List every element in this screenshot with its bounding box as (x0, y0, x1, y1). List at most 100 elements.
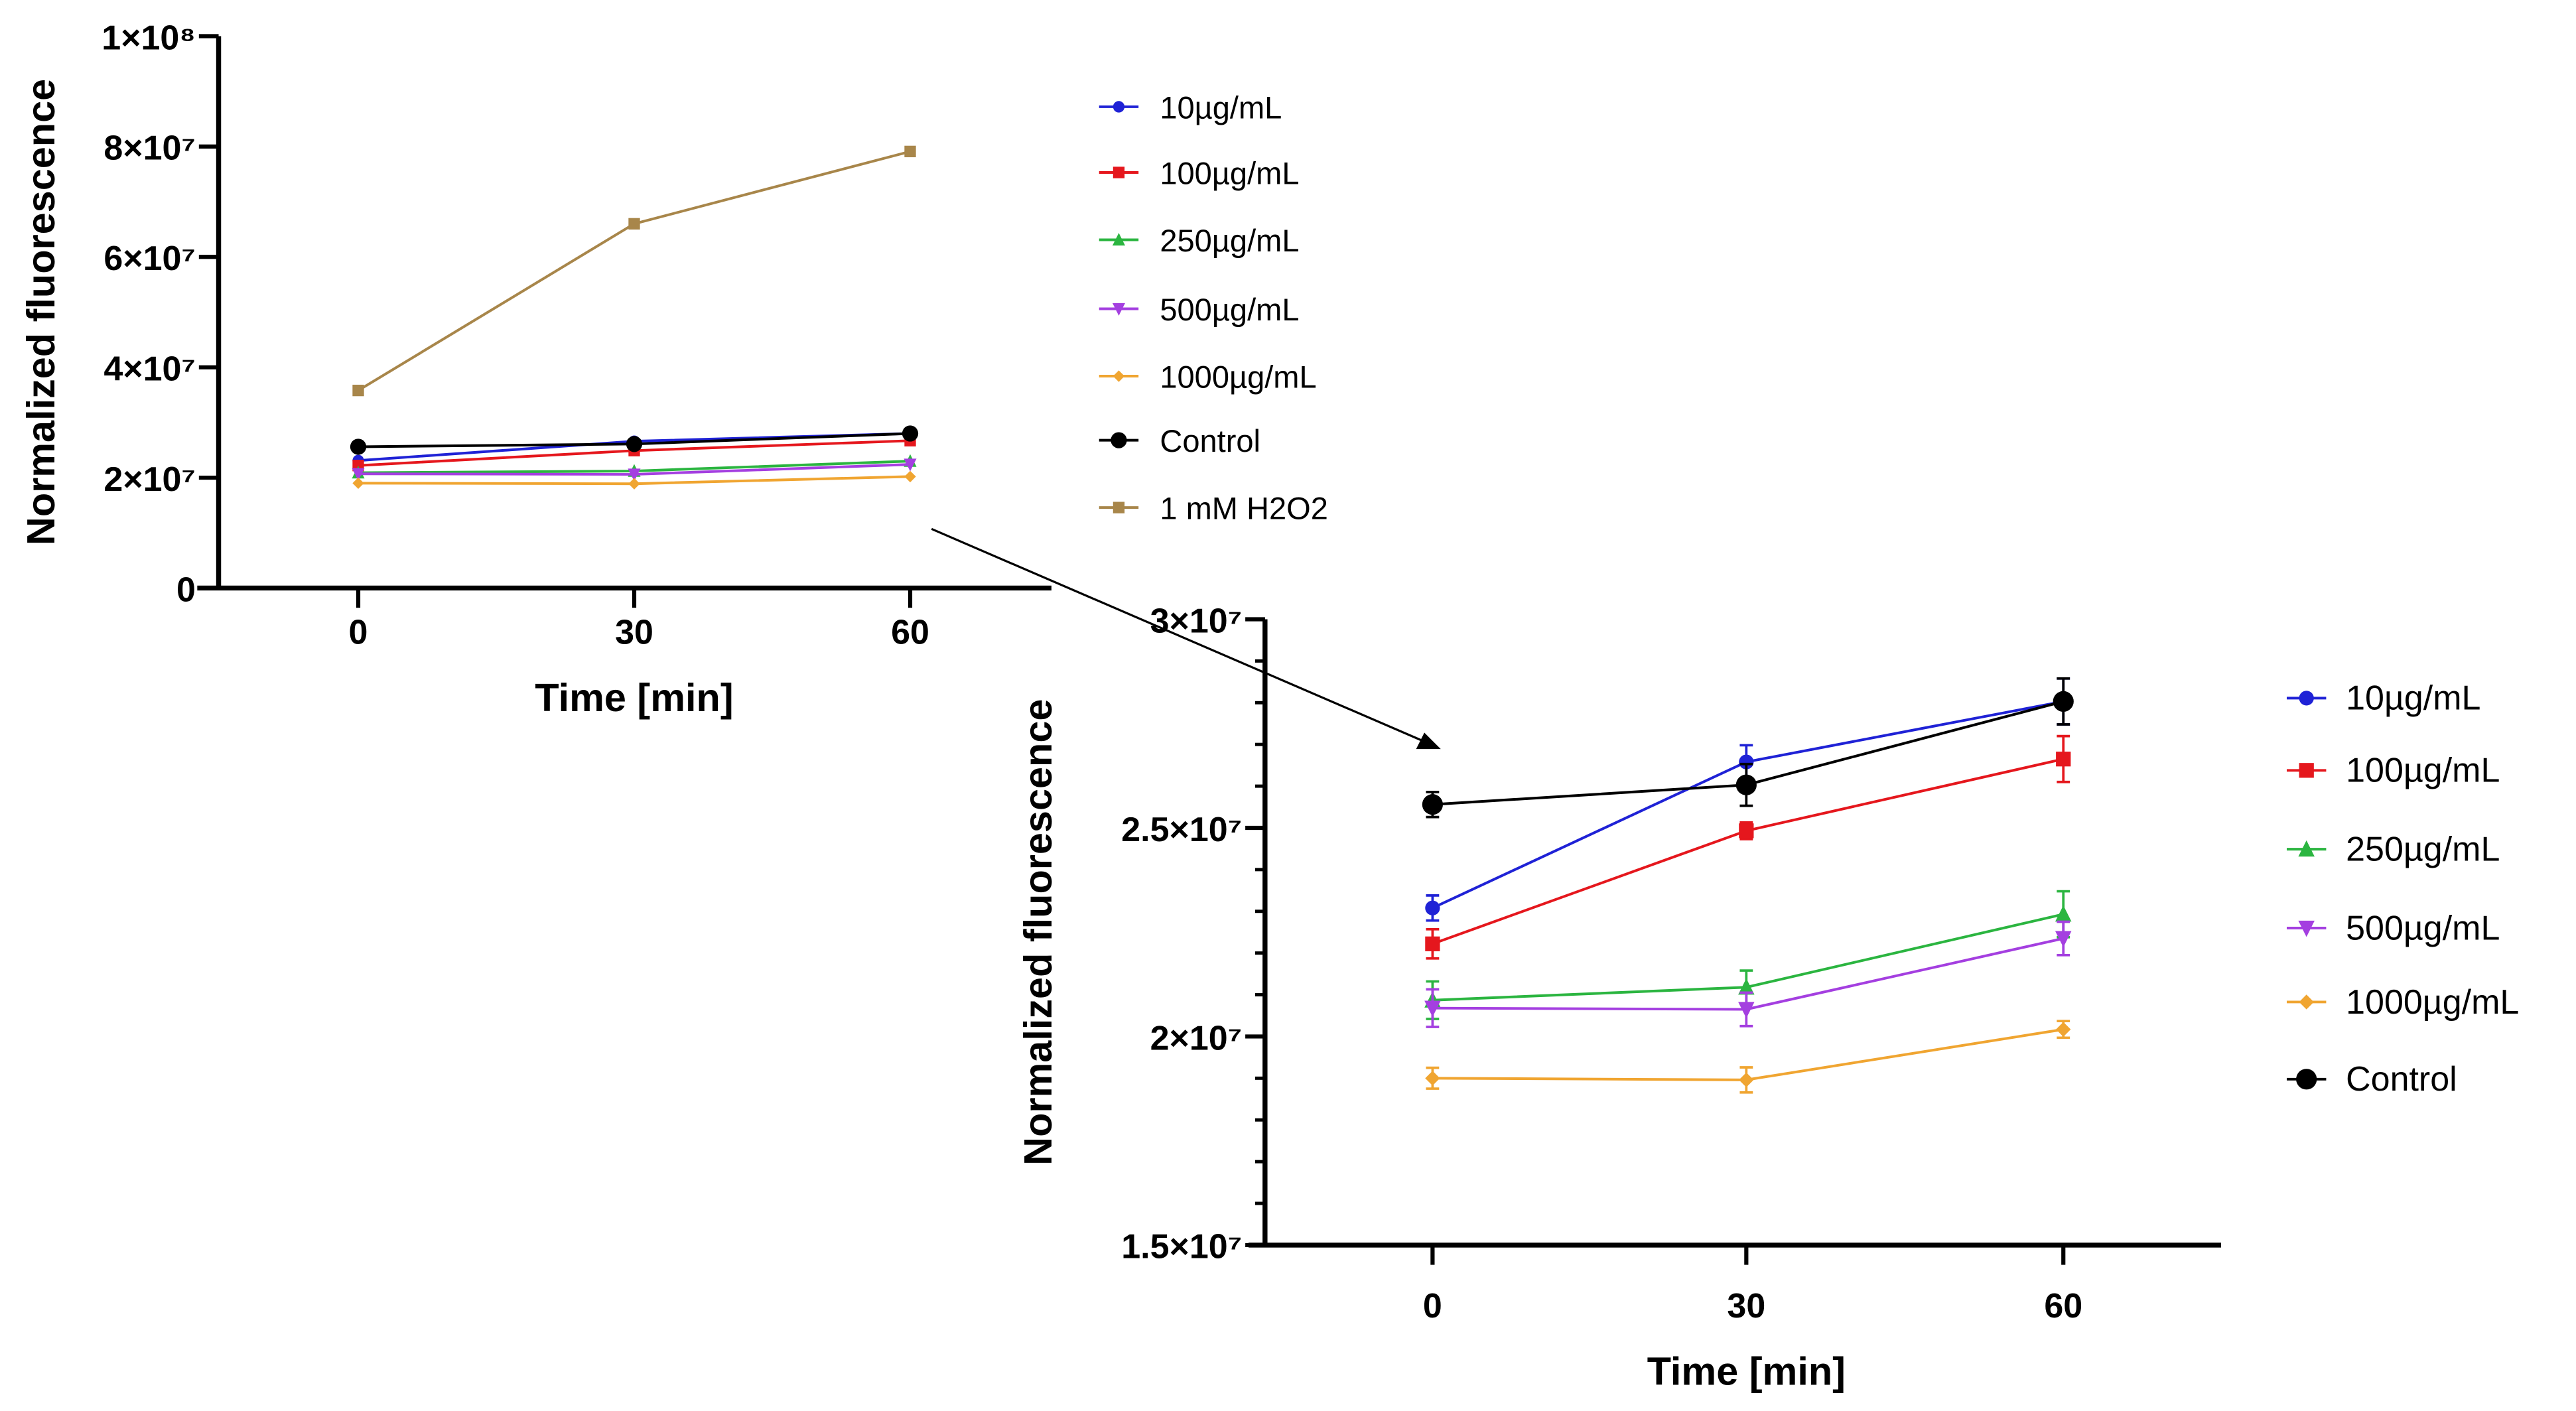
legend-item: 100µg/mL (1099, 155, 1299, 190)
y-tick-label: 3×10⁷ (1150, 602, 1243, 640)
series-line (1432, 937, 2064, 1011)
legend-label: 1000µg/mL (2346, 983, 2519, 1022)
legend-label: 10µg/mL (1160, 90, 1282, 125)
legend-marker (2298, 920, 2315, 937)
series-1000-g-ml (1425, 1020, 2071, 1094)
legend-marker (1113, 101, 1125, 113)
data-point (2055, 931, 2072, 948)
zoomed-chart: 1.5×10⁷ 2×10⁷ 2.5×10⁷ 3×10⁷ 0 30 60 Time [min] N… (1016, 602, 2519, 1393)
legend-label: 100µg/mL (2346, 752, 2500, 790)
y-axis-label: Normalized fluorescence (19, 79, 63, 545)
data-point (2055, 905, 2072, 922)
data-point (352, 468, 365, 481)
data-point (1425, 900, 1440, 915)
x-tick-label: 30 (1727, 1287, 1765, 1325)
series-line (357, 150, 911, 392)
legend-item: Control (1099, 423, 1260, 458)
legend-item: Control (2286, 1060, 2457, 1099)
data-point (352, 477, 364, 490)
legend-label: 500µg/mL (2346, 909, 2500, 947)
legend-label: 1 mM H2O2 (1160, 490, 1328, 525)
legend-item: 500µg/mL (2286, 909, 2500, 947)
legend-item: 1000µg/mL (2286, 983, 2519, 1022)
x-axis-label: Time [min] (535, 675, 733, 720)
series-control (1422, 677, 2074, 819)
y-tick-label: 0 (176, 571, 196, 609)
data-point (2053, 691, 2074, 712)
y-tick-label: 8×10⁷ (103, 129, 196, 168)
legend-item: 1 mM H2O2 (1099, 490, 1328, 525)
legend-label: 10µg/mL (2346, 679, 2480, 718)
zoom-arrow (931, 527, 1441, 750)
data-point (1739, 1072, 1754, 1087)
legend-marker (2299, 994, 2314, 1010)
data-point (350, 438, 367, 455)
y-tick-label: 1.5×10⁷ (1121, 1228, 1242, 1266)
legend-marker (1112, 233, 1125, 246)
data-point (1738, 978, 1755, 995)
data-point (904, 458, 917, 472)
x-tick-label: 60 (2044, 1287, 2082, 1325)
x-tick-label: 60 (891, 614, 929, 652)
data-point (628, 218, 640, 230)
legend-label: Control (2346, 1060, 2457, 1099)
data-point (1425, 1071, 1440, 1086)
legend-marker (2296, 1069, 2317, 1090)
legend-marker (2299, 691, 2314, 706)
y-tick-label: 4×10⁷ (103, 350, 196, 388)
data-point (1424, 1000, 1441, 1018)
legend-label: 250µg/mL (1160, 223, 1299, 258)
series-500-g-ml (352, 458, 917, 482)
series-100-g-ml (1425, 734, 2071, 960)
y-tick-label: 1×10⁸ (102, 19, 196, 57)
legend-item: 1000µg/mL (1099, 359, 1317, 394)
data-point (904, 470, 916, 483)
x-axis-label: Time [min] (1647, 1349, 1846, 1393)
data-point (628, 478, 640, 490)
data-point (1738, 1002, 1755, 1018)
data-point (626, 436, 643, 452)
legend-item: 250µg/mL (2286, 830, 2500, 868)
y-tick-label: 2.5×10⁷ (1121, 811, 1242, 849)
legend-item: 10µg/mL (2286, 679, 2480, 718)
legend-label: 100µg/mL (1160, 155, 1299, 190)
overview-chart: 0 2×10⁷ 4×10⁷ 6×10⁷ 8×10⁷ 1×10⁸ 0 30 60 Time [min… (19, 19, 1328, 720)
x-tick-label: 0 (1423, 1287, 1442, 1325)
series-1-mm-h2o2 (352, 145, 916, 397)
legend-marker (2299, 763, 2314, 778)
legend-marker (1112, 302, 1125, 316)
legend-item: 10µg/mL (1099, 90, 1282, 125)
legend-marker (1113, 370, 1125, 382)
legend-marker (1113, 502, 1125, 513)
x-tick-label: 0 (349, 614, 368, 652)
legend-item: 250µg/mL (1099, 223, 1299, 258)
legend-label: 250µg/mL (2346, 830, 2500, 868)
y-tick-label: 6×10⁷ (103, 239, 196, 278)
legend-label: 500µg/mL (1160, 292, 1299, 327)
legend-marker (1111, 432, 1127, 448)
data-point (1739, 754, 1754, 770)
data-point (628, 468, 641, 482)
legend-marker (2298, 840, 2315, 857)
data-point (2056, 752, 2071, 767)
series-1000-g-ml (352, 470, 916, 490)
legend-marker (1113, 167, 1125, 178)
y-tick-label: 2×10⁷ (1150, 1019, 1243, 1057)
series-control (350, 425, 919, 455)
data-point (1735, 774, 1757, 795)
legend-label: Control (1160, 423, 1260, 458)
data-point (904, 145, 916, 158)
legend-item: 100µg/mL (2286, 752, 2500, 790)
data-point (1425, 936, 1440, 951)
data-point (1422, 794, 1443, 815)
x-tick-label: 30 (615, 614, 653, 652)
series-line (1432, 1028, 2064, 1081)
data-point (352, 384, 364, 397)
series-500-g-ml (1424, 920, 2072, 1028)
data-point (2056, 1022, 2071, 1037)
legend-item: 500µg/mL (1099, 292, 1299, 327)
legend-label: 1000µg/mL (1160, 359, 1316, 394)
y-axis-label: Normalized fluorescence (1016, 699, 1060, 1166)
data-point (1739, 823, 1754, 839)
